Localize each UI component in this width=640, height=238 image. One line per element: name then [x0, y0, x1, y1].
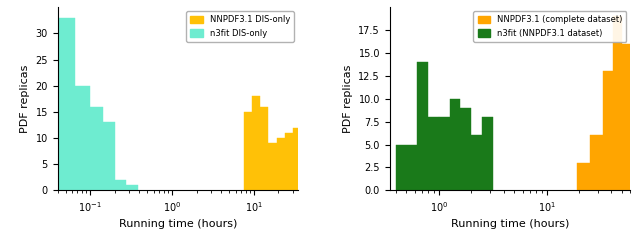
Bar — [301, 143, 309, 190]
Bar — [260, 107, 269, 190]
Bar — [630, 108, 640, 190]
Bar — [471, 135, 482, 190]
X-axis label: Running time (hours): Running time (hours) — [119, 219, 237, 229]
Bar — [417, 62, 428, 190]
Bar — [613, 16, 622, 190]
Bar — [428, 117, 439, 190]
Bar — [603, 71, 613, 190]
Y-axis label: PDF replicas: PDF replicas — [343, 64, 353, 133]
Bar — [90, 107, 103, 190]
Bar — [252, 96, 260, 190]
Bar — [126, 185, 138, 190]
Bar — [103, 122, 115, 190]
Bar — [293, 128, 301, 190]
Bar — [309, 169, 317, 190]
Y-axis label: PDF replicas: PDF replicas — [20, 64, 30, 133]
Bar — [396, 145, 417, 190]
Bar — [482, 117, 493, 190]
Bar — [269, 143, 276, 190]
Bar — [285, 133, 293, 190]
Bar — [589, 135, 603, 190]
Bar — [460, 108, 471, 190]
Bar — [244, 112, 252, 190]
Bar — [76, 86, 90, 190]
Bar — [450, 99, 460, 190]
X-axis label: Running time (hours): Running time (hours) — [451, 219, 569, 229]
Bar — [317, 175, 326, 190]
Bar — [56, 18, 76, 190]
Legend: NNPDF3.1 (complete dataset), n3fit (NNPDF3.1 dataset): NNPDF3.1 (complete dataset), n3fit (NNPD… — [474, 11, 626, 42]
Bar — [577, 163, 589, 190]
Bar — [276, 138, 285, 190]
Bar — [622, 44, 630, 190]
Bar — [115, 180, 126, 190]
Bar — [439, 117, 450, 190]
Legend: NNPDF3.1 DIS-only, n3fit DIS-only: NNPDF3.1 DIS-only, n3fit DIS-only — [186, 11, 294, 42]
Bar — [326, 169, 334, 190]
